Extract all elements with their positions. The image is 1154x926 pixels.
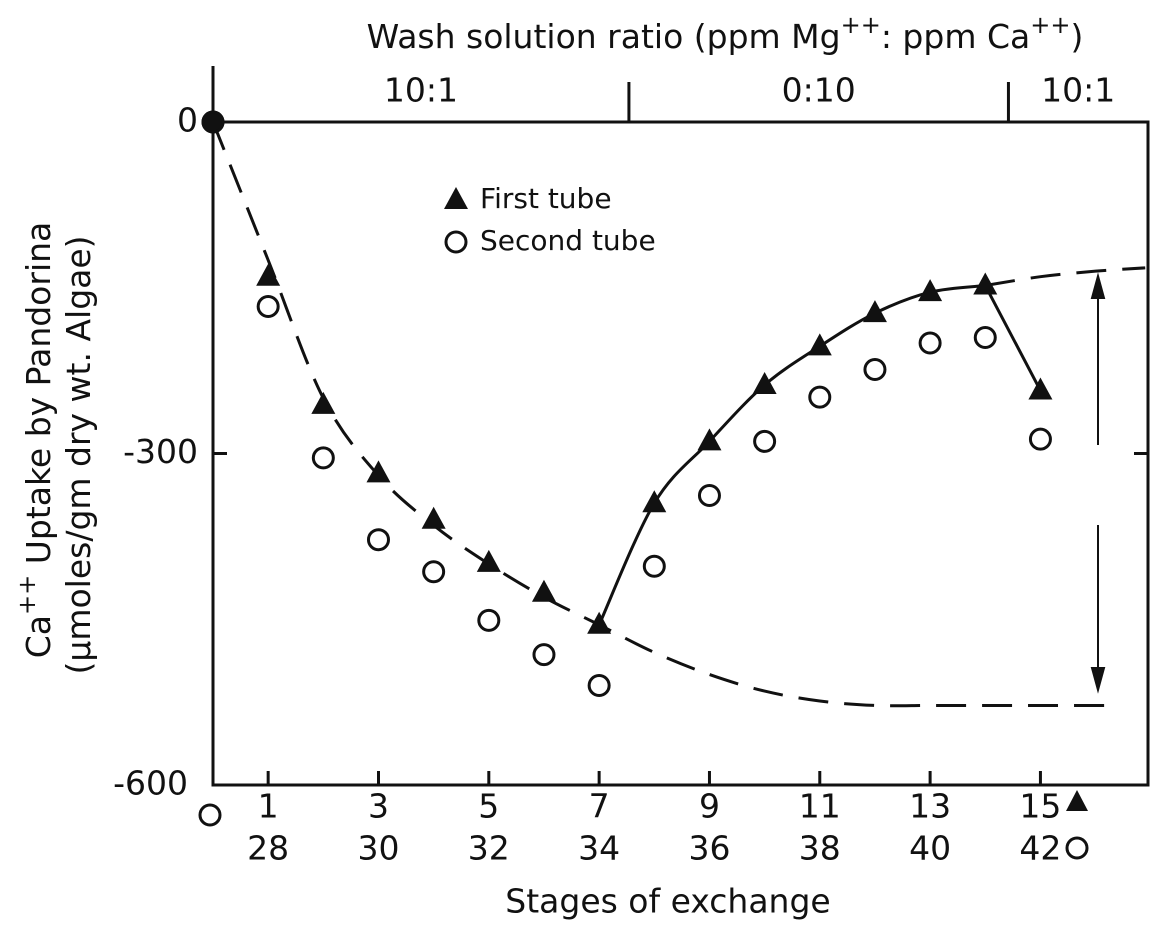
x-tick-label-secondary: 36	[688, 829, 730, 868]
label-part: : ppm Ca	[881, 17, 1030, 56]
x-tick-label: 1	[258, 787, 279, 826]
fitted-curve	[211, 121, 1118, 708]
x-tick-label-secondary: 40	[909, 829, 951, 868]
circle-marker	[422, 560, 446, 584]
triangle-marker	[476, 549, 501, 572]
triangle-marker	[642, 490, 667, 513]
circle-marker	[697, 483, 721, 507]
legend-label: Second tube	[480, 224, 656, 257]
x-tick-label: 7	[589, 787, 610, 826]
y-axis-label: (µmoles/gm dry wt. Algae)	[59, 235, 98, 674]
x-tick-label-secondary: 38	[799, 829, 841, 868]
circle-marker	[201, 110, 225, 134]
circle-marker	[477, 608, 501, 632]
label-part: )	[1070, 17, 1083, 56]
label-part: (µmoles/gm dry wt. Algae)	[59, 235, 98, 674]
label-part: Wash solution ratio (ppm Mg	[367, 17, 841, 56]
triangle-marker	[918, 279, 943, 302]
x-tick-label: 3	[368, 787, 389, 826]
x-tick-label-secondary: 34	[578, 829, 620, 868]
triangle-marker	[531, 579, 556, 602]
x-tick-label-secondary: 30	[357, 829, 399, 868]
fitted-line	[983, 284, 1042, 392]
circle-marker	[918, 331, 942, 355]
circle-marker	[642, 554, 666, 578]
legend-marker	[444, 230, 468, 254]
circle-marker	[863, 358, 887, 382]
segment-label: 10:1	[384, 71, 458, 110]
triangle-marker	[752, 371, 777, 394]
circle-marker	[808, 385, 832, 409]
triangle-marker	[311, 391, 336, 414]
triangle-marker	[256, 263, 281, 286]
x-axis-label: Stages of exchange	[505, 882, 830, 921]
label-part: Ca	[19, 615, 58, 658]
circle-marker	[532, 643, 556, 667]
triangle-marker	[421, 506, 446, 529]
superscript: ++	[841, 11, 881, 39]
x-tick-label: 5	[478, 787, 499, 826]
triangle-marker	[807, 333, 832, 356]
superscript: ++	[13, 575, 41, 615]
circle-marker	[311, 446, 335, 470]
top-axis-label: Wash solution ratio (ppm Mg++: ppm Ca++)	[367, 11, 1084, 56]
legend-marker	[444, 187, 468, 209]
circle-marker	[973, 325, 997, 349]
triangle-marker	[1028, 377, 1053, 400]
x-tick-label: 13	[909, 787, 951, 826]
y-axis-label: Ca++ Uptake by Pandorina	[13, 222, 58, 659]
triangle-marker	[697, 428, 722, 451]
x-tick-label: 11	[799, 787, 841, 826]
x-tick-label-secondary: 42	[1019, 829, 1061, 868]
circle-marker	[1028, 427, 1052, 451]
plot-frame	[211, 120, 1150, 787]
segment-label: 10:1	[1041, 71, 1115, 110]
circle-marker	[256, 295, 280, 319]
y-tick-label: -600	[113, 764, 188, 803]
circle-marker	[366, 528, 390, 552]
y-tick-label: 0	[177, 101, 198, 140]
legend-label: First tube	[480, 182, 612, 215]
x-tick-label: 15	[1019, 787, 1061, 826]
circle-marker	[753, 429, 777, 453]
segment-label: 0:10	[782, 71, 856, 110]
triangle-marker	[587, 611, 612, 634]
stray-markers	[198, 790, 1089, 860]
circle-marker	[587, 674, 611, 698]
x-tick-label: 9	[699, 787, 720, 826]
y-tick-label: -300	[123, 432, 198, 471]
triangle-marker	[862, 300, 887, 323]
triangle-marker	[366, 460, 391, 483]
label-part: Uptake by Pandorina	[19, 222, 58, 575]
double-arrow	[1090, 272, 1106, 694]
x-tick-label-secondary: 28	[247, 829, 289, 868]
superscript: ++	[1030, 11, 1070, 39]
triangle-marker	[973, 272, 998, 295]
fitted-curve	[985, 266, 1146, 288]
x-tick-label-secondary: 32	[468, 829, 510, 868]
